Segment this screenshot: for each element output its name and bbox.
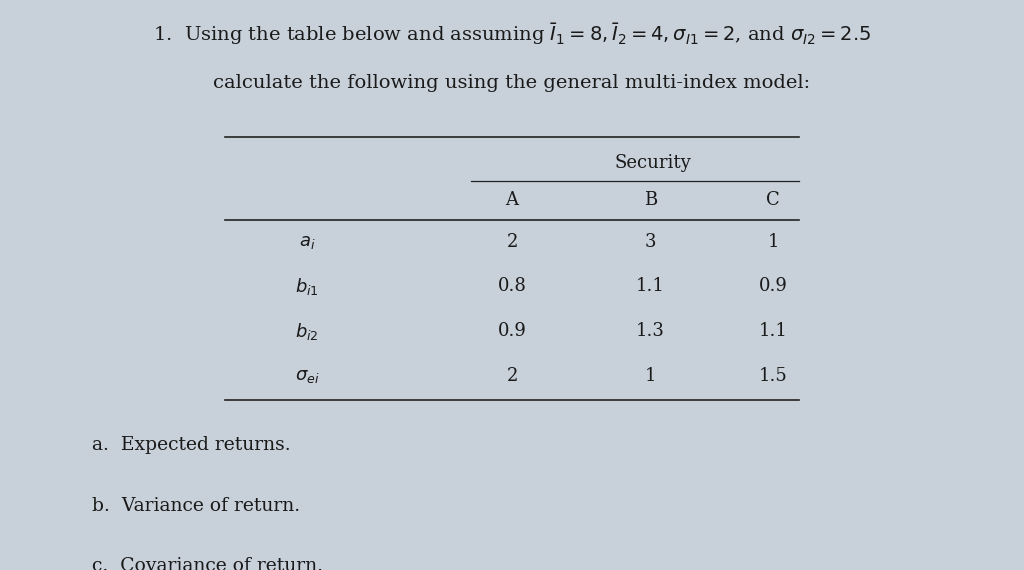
Text: calculate the following using the general multi-index model:: calculate the following using the genera… (213, 74, 811, 92)
Text: $\sigma_{ei}$: $\sigma_{ei}$ (295, 367, 319, 385)
Text: b.  Variance of return.: b. Variance of return. (92, 496, 300, 515)
Text: A: A (506, 191, 518, 209)
Text: c.  Covariance of return.: c. Covariance of return. (92, 557, 324, 570)
Text: a.  Expected returns.: a. Expected returns. (92, 436, 291, 454)
Text: 2: 2 (506, 367, 518, 385)
Text: 1.3: 1.3 (636, 322, 665, 340)
Text: B: B (644, 191, 656, 209)
Text: 1.1: 1.1 (759, 322, 787, 340)
Text: $b_{i2}$: $b_{i2}$ (295, 321, 319, 341)
Text: Security: Security (614, 154, 691, 172)
Text: 3: 3 (644, 233, 656, 251)
Text: 0.9: 0.9 (498, 322, 526, 340)
Text: 1.1: 1.1 (636, 278, 665, 295)
Text: 1: 1 (767, 233, 779, 251)
Text: 1.  Using the table below and assuming $\bar{I}_1 = 8, \bar{I}_2 = 4, \sigma_{I1: 1. Using the table below and assuming $\… (153, 21, 871, 47)
Text: $a_i$: $a_i$ (299, 233, 315, 251)
Text: 2: 2 (506, 233, 518, 251)
Text: 1: 1 (644, 367, 656, 385)
Text: C: C (766, 191, 780, 209)
Text: $b_{i1}$: $b_{i1}$ (295, 276, 319, 297)
Text: 1.5: 1.5 (759, 367, 787, 385)
Text: 0.9: 0.9 (759, 278, 787, 295)
Text: 0.8: 0.8 (498, 278, 526, 295)
